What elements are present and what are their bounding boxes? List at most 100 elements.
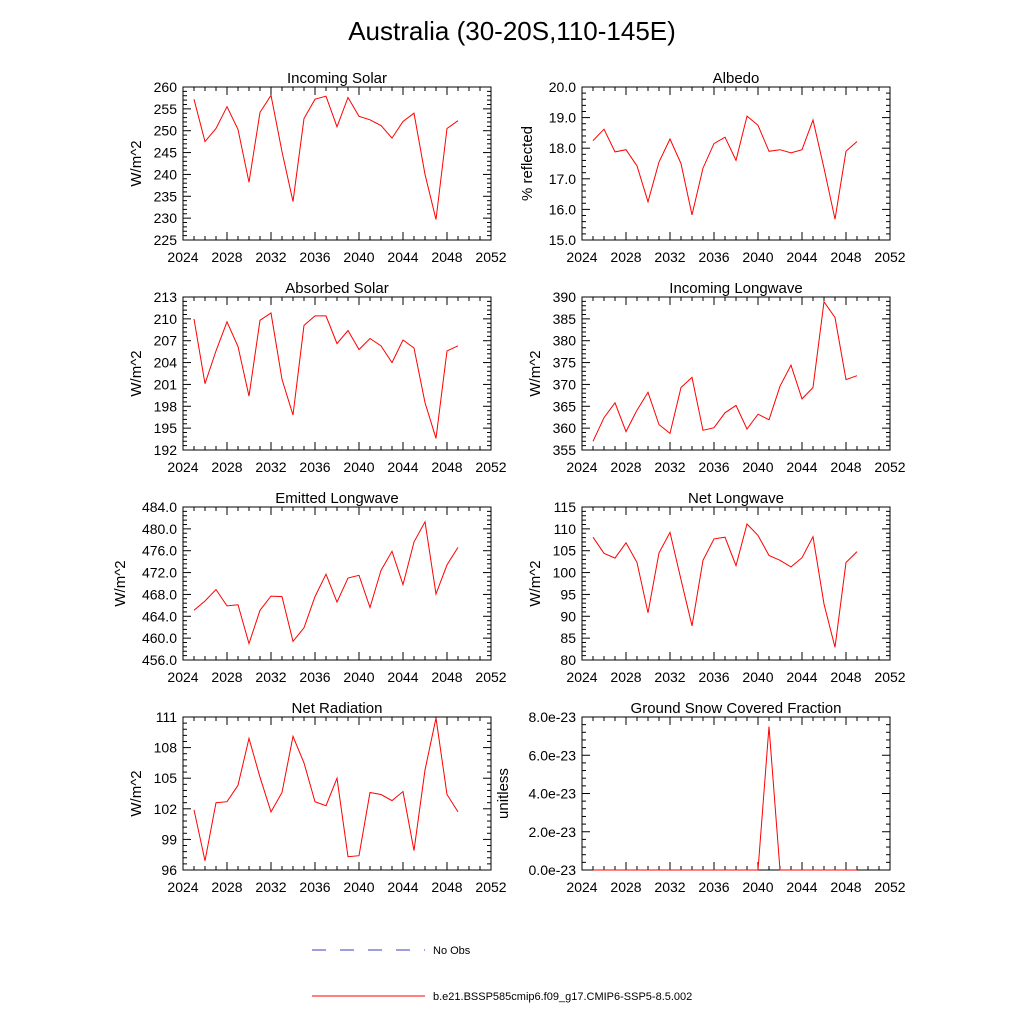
y-tick-label: 255 — [154, 101, 178, 117]
panel-1: 2024 2028 2032 2036 2040 2044 2048 2052 15.0 16.0… — [519, 70, 906, 265]
x-tick-label: 2052 — [475, 879, 506, 895]
panel-0: 2024 2028 2032 2036 2040 2044 2048 2052 225 230 23… — [128, 70, 507, 265]
x-tick-label: 2032 — [255, 879, 286, 895]
x-tick-label: 2036 — [698, 249, 729, 265]
x-tick-label: 2048 — [431, 249, 462, 265]
panel-title: Net Longwave — [688, 490, 784, 507]
x-tick-label: 2036 — [698, 879, 729, 895]
legend: No Obs b.e21.BSSP585cmip6.f09_g17.CMIP6-… — [312, 945, 692, 1003]
y-tick-label: 20.0 — [549, 79, 576, 95]
plot-frame — [581, 716, 891, 871]
series-line-0 — [193, 520, 459, 646]
y-tick-label: 460.0 — [142, 630, 177, 646]
x-tick-label: 2024 — [167, 669, 198, 685]
series-line-0 — [592, 300, 858, 442]
x-tick-label: 2040 — [742, 459, 773, 475]
series-line-0 — [193, 717, 459, 861]
x-tick-label: 2024 — [566, 879, 597, 895]
y-tick-label: 96 — [161, 862, 177, 878]
x-tick-label: 2028 — [610, 879, 641, 895]
y-tick-label: 201 — [154, 376, 178, 392]
y-tick-label: 6.0e-23 — [529, 747, 577, 763]
plot-frame — [182, 86, 492, 241]
x-tick-label: 2040 — [343, 459, 374, 475]
series-line-0 — [193, 93, 459, 220]
y-tick-label: 105 — [154, 770, 178, 786]
x-tick-label: 2052 — [874, 249, 905, 265]
plot-frame — [581, 506, 891, 661]
y-tick-label: 16.0 — [549, 201, 576, 217]
y-tick-label: 464.0 — [142, 608, 177, 624]
panel-title: Albedo — [713, 70, 760, 87]
x-tick-label: 2052 — [475, 249, 506, 265]
series-line-0 — [593, 726, 857, 871]
x-tick-label: 2048 — [431, 669, 462, 685]
y-tick-label: 213 — [154, 289, 178, 305]
x-tick-label: 2024 — [566, 669, 597, 685]
x-tick-label: 2052 — [874, 669, 905, 685]
y-tick-label: 8.0e-23 — [529, 709, 577, 725]
y-tick-label: 260 — [154, 79, 178, 95]
x-tick-label: 2048 — [830, 249, 861, 265]
x-tick-label: 2024 — [167, 249, 198, 265]
x-tick-label: 2024 — [566, 459, 597, 475]
y-axis-title: W/m^2 — [527, 560, 544, 606]
panel-title: Absorbed Solar — [285, 280, 388, 297]
panel-4: 2024 2028 2032 2036 2040 2044 2048 2052 456.0 460… — [112, 490, 507, 685]
plot-frame — [182, 506, 492, 661]
y-tick-label: 15.0 — [549, 232, 576, 248]
y-tick-label: 250 — [154, 123, 178, 139]
y-tick-label: 390 — [553, 289, 577, 305]
y-tick-label: 108 — [154, 740, 178, 756]
x-tick-label: 2044 — [387, 459, 418, 475]
x-tick-label: 2040 — [343, 669, 374, 685]
y-tick-label: 19.0 — [549, 110, 576, 126]
panel-title: Incoming Solar — [287, 70, 387, 87]
y-tick-label: 18.0 — [549, 140, 576, 156]
y-tick-label: 360 — [553, 420, 577, 436]
panel-title: Incoming Longwave — [669, 280, 802, 297]
y-tick-label: 17.0 — [549, 171, 576, 187]
x-tick-label: 2028 — [610, 459, 641, 475]
plot-frame — [182, 716, 492, 871]
y-tick-label: 230 — [154, 210, 178, 226]
y-axis-title: unitless — [495, 768, 512, 819]
x-tick-label: 2036 — [698, 459, 729, 475]
y-tick-label: 380 — [553, 333, 577, 349]
y-tick-label: 456.0 — [142, 652, 177, 668]
y-tick-label: 484.0 — [142, 499, 177, 515]
y-tick-label: 95 — [560, 586, 576, 602]
y-axis-title: W/m^2 — [128, 140, 145, 186]
y-tick-label: 472.0 — [142, 565, 177, 581]
x-tick-label: 2032 — [654, 879, 685, 895]
y-tick-label: 370 — [553, 376, 577, 392]
x-tick-label: 2040 — [343, 249, 374, 265]
y-tick-label: 195 — [154, 420, 178, 436]
x-tick-label: 2044 — [786, 879, 817, 895]
y-tick-label: 207 — [154, 333, 178, 349]
x-tick-label: 2044 — [786, 249, 817, 265]
panel-3: 2024 2028 2032 2036 2040 2044 2048 2052 355 360 36… — [527, 280, 906, 475]
y-tick-label: 105 — [553, 543, 577, 559]
y-axis-title: % reflected — [519, 126, 536, 201]
x-tick-label: 2032 — [654, 459, 685, 475]
main-title: Australia (30-20S,110-145E) — [348, 16, 676, 46]
x-tick-label: 2040 — [742, 249, 773, 265]
y-tick-label: 4.0e-23 — [529, 786, 577, 802]
y-tick-label: 235 — [154, 188, 178, 204]
series-line-0 — [592, 115, 858, 220]
x-tick-label: 2052 — [874, 879, 905, 895]
y-axis-title: W/m^2 — [128, 770, 145, 816]
y-tick-label: 204 — [154, 355, 178, 371]
panel-2: 2024 2028 2032 2036 2040 2044 2048 2052 192 195 19… — [128, 280, 507, 475]
x-tick-label: 2048 — [830, 459, 861, 475]
y-tick-label: 110 — [554, 521, 577, 537]
x-tick-label: 2040 — [742, 669, 773, 685]
x-tick-label: 2040 — [343, 879, 374, 895]
x-tick-label: 2044 — [786, 669, 817, 685]
panel-7: 2024 2028 2032 2036 2040 2044 2048 2052 0.0e-23 2… — [495, 700, 906, 895]
x-tick-label: 2048 — [431, 879, 462, 895]
x-tick-label: 2032 — [255, 669, 286, 685]
y-axis-title: W/m^2 — [128, 350, 145, 396]
y-tick-label: 90 — [560, 608, 576, 624]
